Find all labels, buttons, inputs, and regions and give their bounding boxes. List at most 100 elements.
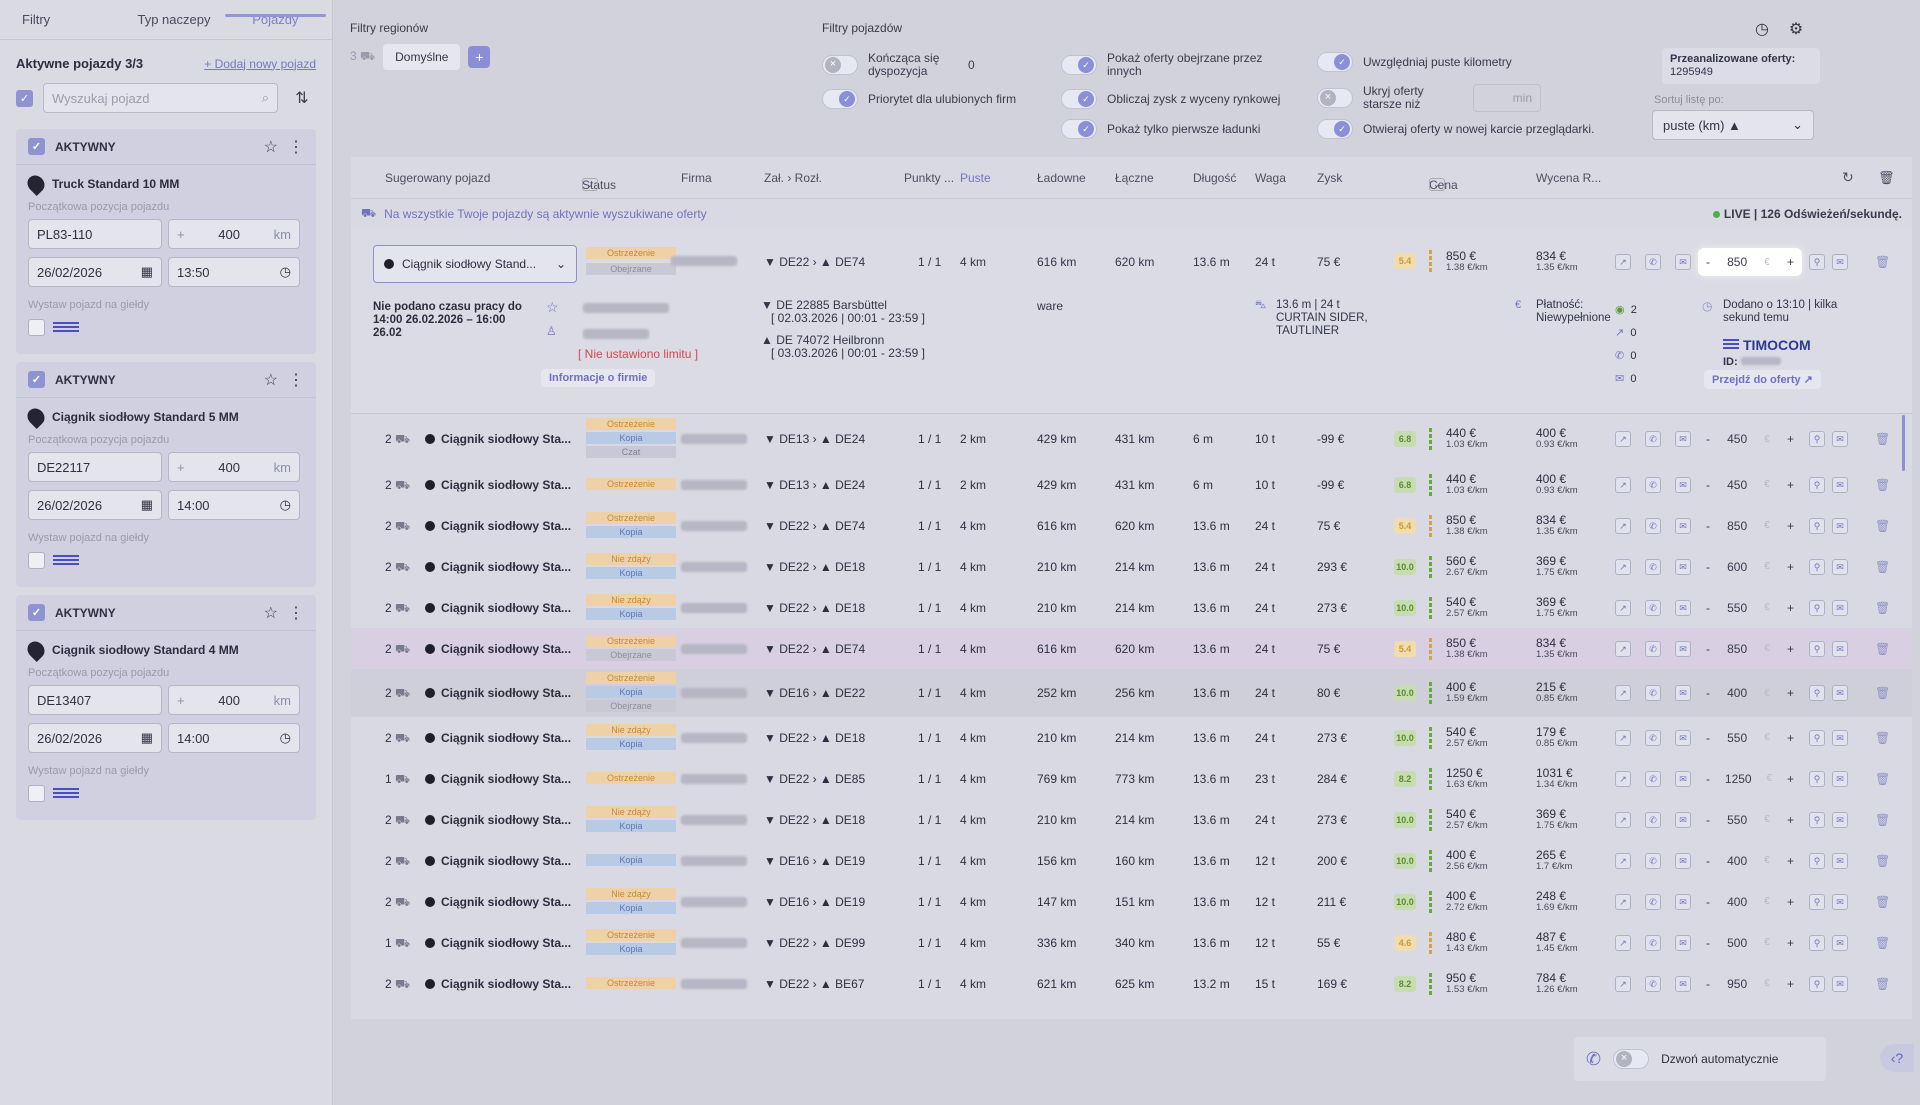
col-firm[interactable]: Firma	[681, 170, 712, 185]
price-stepper[interactable]: -850 € +	[1706, 641, 1794, 656]
col-points[interactable]: Punkty ...	[904, 170, 955, 185]
delete-icon[interactable]: 🗑	[1875, 432, 1891, 446]
col-total[interactable]: Łączne	[1115, 170, 1154, 185]
scrollbar-thumb[interactable]	[1902, 415, 1905, 471]
phone-icon[interactable]: ✆	[1645, 893, 1661, 910]
send-mail-icon[interactable]: ✉	[1832, 517, 1848, 534]
plus-button[interactable]: +	[1786, 686, 1794, 700]
open-link-icon[interactable]: ↗	[1615, 640, 1631, 657]
favourite-star-icon[interactable]: ☆	[263, 604, 278, 622]
mail-icon[interactable]: ✉	[1675, 431, 1691, 447]
phone-icon[interactable]: ✆	[1645, 729, 1661, 746]
plus-button[interactable]: +	[1786, 894, 1794, 909]
plus-button[interactable]: +	[1786, 600, 1794, 615]
price-input[interactable]: 850	[1727, 641, 1748, 656]
price-input[interactable]: 400	[1727, 686, 1748, 700]
hide-old-minutes-input[interactable]: min	[1473, 84, 1541, 112]
delete-icon[interactable]: 🗑	[1875, 559, 1891, 574]
send-mail-icon[interactable]: ✉	[1832, 852, 1848, 869]
search-user-icon[interactable]: ⚲	[1809, 975, 1825, 992]
vehicle-checkbox[interactable]: ✓	[28, 371, 45, 388]
ending-disposition-toggle[interactable]	[822, 55, 858, 75]
vehicle-select[interactable]: Ciągnik siodłowy Stand... ⌄	[373, 245, 577, 283]
mail-icon[interactable]: ✉	[1675, 729, 1691, 746]
open-link-icon[interactable]: ↗	[1615, 975, 1631, 992]
vehicle-card[interactable]: ✓ AKTYWNY ☆ ⋮ Truck Standard 10 MM Początk…	[16, 129, 316, 354]
price-input[interactable]: 400	[1727, 894, 1748, 909]
open-link-icon[interactable]: ↗	[1615, 558, 1631, 575]
mail-icon[interactable]: ✉	[1675, 558, 1691, 575]
market-profit-toggle[interactable]	[1061, 89, 1097, 109]
date-input[interactable]: 26/02/2026 ▦	[28, 490, 162, 520]
table-row[interactable]: 2 ⛟ Ciągnik siodłowy Sta... Ostrzeżenie O…	[351, 628, 1912, 669]
expanded-offer[interactable]: Ciągnik siodłowy Stand... ⌄ Ostrzeżenie Ob…	[351, 229, 1912, 414]
col-empty[interactable]: Puste	[960, 170, 991, 185]
minus-button[interactable]: -	[1706, 686, 1710, 700]
col-loaded[interactable]: Ładowne	[1037, 170, 1086, 185]
price-filter-icon[interactable]: ⌄	[1429, 177, 1445, 191]
mail-icon[interactable]: ✉	[1675, 476, 1691, 493]
plus-button[interactable]: +	[1786, 812, 1794, 827]
table-row[interactable]: 2 ⛟ Ciągnik siodłowy Sta... Nie zdąży Kop…	[351, 587, 1912, 628]
delete-icon[interactable]: 🗑	[1875, 935, 1891, 950]
delete-icon[interactable]: 🗑	[1875, 641, 1891, 656]
price-input[interactable]: 850	[1727, 518, 1748, 533]
plus-button[interactable]: +	[1786, 432, 1794, 446]
open-link-icon[interactable]: ↗	[1615, 770, 1631, 787]
mail-icon[interactable]: ✉	[1675, 254, 1691, 270]
send-mail-icon[interactable]: ✉	[1832, 640, 1848, 657]
col-profit[interactable]: Zysk	[1317, 170, 1343, 185]
open-link-icon[interactable]: ↗	[1615, 685, 1631, 701]
mail-icon[interactable]: ✉	[1675, 599, 1691, 616]
minus-button[interactable]: -	[1706, 853, 1710, 868]
search-user-icon[interactable]: ⚲	[1809, 893, 1825, 910]
delete-icon[interactable]: 🗑	[1875, 477, 1891, 492]
open-link-icon[interactable]: ↗	[1615, 517, 1631, 534]
col-weight[interactable]: Waga	[1255, 170, 1286, 185]
delete-icon[interactable]: 🗑	[1875, 976, 1891, 991]
plate-input[interactable]: PL83-110	[28, 219, 162, 249]
empty-km-toggle[interactable]	[1317, 52, 1353, 72]
ending-disposition-value[interactable]: 0	[968, 57, 975, 72]
minus-button[interactable]: -	[1706, 641, 1710, 656]
price-stepper[interactable]: -400 € +	[1706, 894, 1794, 909]
table-row[interactable]: 2 ⛟ Ciągnik siodłowy Sta... Nie zdąży Kop…	[351, 881, 1912, 922]
auto-call-toggle[interactable]	[1613, 1049, 1650, 1069]
phone-icon[interactable]: ✆	[1645, 517, 1661, 534]
favourite-star-icon[interactable]: ☆	[546, 299, 559, 315]
send-mail-icon[interactable]: ✉	[1832, 431, 1848, 447]
search-user-icon[interactable]: ⚲	[1809, 476, 1825, 493]
history-icon[interactable]: ◷	[1755, 21, 1769, 38]
send-mail-icon[interactable]: ✉	[1832, 558, 1848, 575]
price-input[interactable]: 500	[1727, 935, 1748, 950]
search-user-icon[interactable]: ⚲	[1809, 254, 1825, 270]
phone-icon[interactable]: ✆	[1645, 811, 1661, 828]
settings-gear-icon[interactable]: ⚙	[1788, 21, 1804, 38]
minus-button[interactable]: -	[1706, 976, 1710, 991]
mail-icon[interactable]: ✉	[1675, 975, 1691, 992]
table-row[interactable]: 2 ⛟ Ciągnik siodłowy Sta... Nie zdąży Kop…	[351, 546, 1912, 587]
phone-icon[interactable]: ✆	[1645, 852, 1661, 869]
minus-button[interactable]: -	[1706, 255, 1710, 269]
search-user-icon[interactable]: ⚲	[1809, 934, 1825, 951]
plate-input[interactable]: DE22117	[28, 452, 162, 482]
send-mail-icon[interactable]: ✉	[1832, 254, 1848, 270]
open-link-icon[interactable]: ↗	[1615, 254, 1631, 270]
price-input[interactable]: 550	[1727, 812, 1748, 827]
minus-button[interactable]: -	[1706, 518, 1710, 533]
search-user-icon[interactable]: ⚲	[1809, 811, 1825, 828]
send-mail-icon[interactable]: ✉	[1832, 975, 1848, 992]
region-default-chip[interactable]: Domyślne	[383, 44, 461, 70]
table-row[interactable]: 2 ⛟ Ciągnik siodłowy Sta... Ostrzeżenie …	[351, 963, 1912, 1004]
plus-button[interactable]: +	[1786, 935, 1794, 950]
more-options-icon[interactable]: ⋮	[288, 371, 304, 389]
price-stepper[interactable]: -850 € +	[1698, 248, 1802, 276]
tab-filters[interactable]: Filtry	[22, 12, 51, 27]
minus-button[interactable]: -	[1706, 600, 1710, 615]
col-length[interactable]: Długość	[1193, 170, 1237, 185]
send-mail-icon[interactable]: ✉	[1832, 599, 1848, 616]
first-loads-toggle[interactable]	[1061, 119, 1097, 139]
date-input[interactable]: 26/02/2026 ▦	[28, 723, 162, 753]
price-stepper[interactable]: -850 € +	[1706, 518, 1794, 533]
col-valuation[interactable]: Wycena R...	[1536, 170, 1602, 185]
